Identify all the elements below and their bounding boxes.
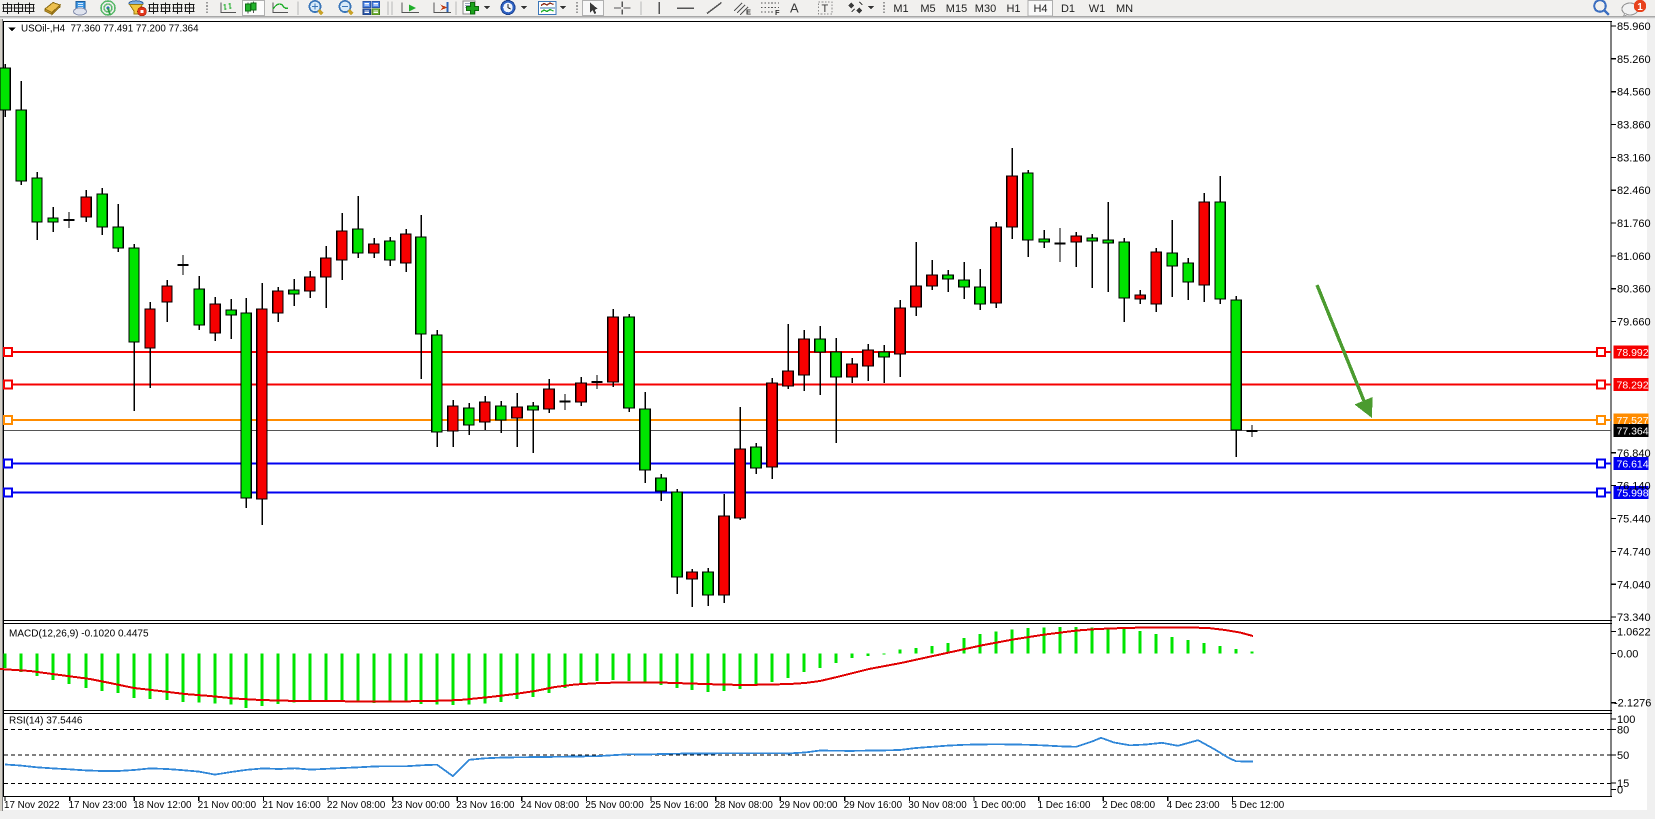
svg-text:75.440: 75.440 bbox=[1617, 514, 1651, 526]
svg-text:M1: M1 bbox=[893, 3, 908, 15]
svg-text:24 Nov 08:00: 24 Nov 08:00 bbox=[521, 800, 580, 811]
svg-text:28 Nov 08:00: 28 Nov 08:00 bbox=[715, 800, 774, 811]
svg-text:76.614: 76.614 bbox=[1617, 459, 1649, 471]
svg-text:-2.1276: -2.1276 bbox=[1614, 698, 1651, 710]
svg-text:4 Dec 23:00: 4 Dec 23:00 bbox=[1167, 800, 1220, 811]
svg-text:80: 80 bbox=[1617, 725, 1629, 737]
svg-text:80.360: 80.360 bbox=[1617, 284, 1651, 296]
svg-text:76.140: 76.140 bbox=[1617, 481, 1651, 493]
svg-text:M5: M5 bbox=[920, 3, 935, 15]
svg-text:E: E bbox=[746, 8, 751, 17]
svg-text:84.560: 84.560 bbox=[1617, 87, 1651, 99]
svg-text:74.040: 74.040 bbox=[1617, 579, 1651, 591]
svg-text:23 Nov 16:00: 23 Nov 16:00 bbox=[456, 800, 515, 811]
svg-text:21 Nov 16:00: 21 Nov 16:00 bbox=[262, 800, 321, 811]
svg-text:75.998: 75.998 bbox=[1617, 488, 1649, 500]
svg-text:77.364: 77.364 bbox=[1617, 426, 1649, 438]
svg-text:77.527: 77.527 bbox=[1617, 415, 1649, 427]
svg-text:76.840: 76.840 bbox=[1617, 448, 1651, 460]
svg-text:25 Nov 16:00: 25 Nov 16:00 bbox=[650, 800, 709, 811]
svg-text:78.992: 78.992 bbox=[1617, 347, 1649, 359]
svg-text:17 Nov 23:00: 17 Nov 23:00 bbox=[69, 800, 128, 811]
svg-text:0: 0 bbox=[1617, 785, 1623, 797]
svg-text:83.860: 83.860 bbox=[1617, 120, 1651, 132]
svg-text:73.340: 73.340 bbox=[1617, 612, 1651, 624]
svg-text:1: 1 bbox=[1637, 2, 1643, 13]
svg-text:21 Nov 00:00: 21 Nov 00:00 bbox=[198, 800, 257, 811]
svg-text:1 Dec 00:00: 1 Dec 00:00 bbox=[973, 800, 1026, 811]
svg-text:22 Nov 08:00: 22 Nov 08:00 bbox=[327, 800, 386, 811]
svg-text:1.0622: 1.0622 bbox=[1617, 627, 1651, 639]
svg-text:18 Nov 12:00: 18 Nov 12:00 bbox=[133, 800, 192, 811]
svg-text:2 Dec 08:00: 2 Dec 08:00 bbox=[1102, 800, 1155, 811]
svg-text:RSI(14) 37.5446: RSI(14) 37.5446 bbox=[9, 716, 83, 727]
svg-text:W1: W1 bbox=[1089, 3, 1106, 15]
svg-text:MN: MN bbox=[1116, 3, 1133, 15]
svg-text:F: F bbox=[775, 8, 780, 17]
svg-text:5 Dec 12:00: 5 Dec 12:00 bbox=[1231, 800, 1284, 811]
svg-text:H4: H4 bbox=[1033, 3, 1047, 15]
svg-text:100: 100 bbox=[1617, 714, 1635, 726]
svg-text:A: A bbox=[790, 1, 799, 16]
svg-text:USOil-,H4 77.360 77.491 77.20: USOil-,H4 77.360 77.491 77.200 77.364 bbox=[21, 24, 199, 35]
svg-text:M30: M30 bbox=[975, 3, 996, 15]
svg-text:M15: M15 bbox=[946, 3, 967, 15]
svg-text:MACD(12,26,9) -0.1020 0.4475: MACD(12,26,9) -0.1020 0.4475 bbox=[9, 629, 149, 640]
svg-text:50: 50 bbox=[1617, 750, 1629, 762]
svg-text:79.660: 79.660 bbox=[1617, 317, 1651, 329]
svg-text:30 Nov 08:00: 30 Nov 08:00 bbox=[908, 800, 967, 811]
svg-text:17 Nov 2022: 17 Nov 2022 bbox=[4, 800, 60, 811]
svg-text:83.160: 83.160 bbox=[1617, 152, 1651, 164]
svg-text:81.760: 81.760 bbox=[1617, 218, 1651, 230]
svg-text:H1: H1 bbox=[1006, 3, 1020, 15]
svg-text:85.260: 85.260 bbox=[1617, 54, 1651, 66]
svg-text:81.060: 81.060 bbox=[1617, 251, 1651, 263]
svg-text:D1: D1 bbox=[1061, 3, 1075, 15]
svg-text:23 Nov 00:00: 23 Nov 00:00 bbox=[392, 800, 451, 811]
svg-text:74.740: 74.740 bbox=[1617, 546, 1651, 558]
svg-text:25 Nov 00:00: 25 Nov 00:00 bbox=[585, 800, 644, 811]
svg-text:1 Dec 16:00: 1 Dec 16:00 bbox=[1038, 800, 1091, 811]
svg-text:T: T bbox=[822, 3, 829, 15]
svg-text:0.00: 0.00 bbox=[1617, 649, 1638, 661]
svg-text:82.460: 82.460 bbox=[1617, 185, 1651, 197]
svg-text:85.960: 85.960 bbox=[1617, 21, 1651, 33]
svg-text:15: 15 bbox=[1617, 778, 1629, 790]
svg-text:78.292: 78.292 bbox=[1617, 380, 1649, 392]
svg-text:29 Nov 00:00: 29 Nov 00:00 bbox=[779, 800, 838, 811]
svg-text:29 Nov 16:00: 29 Nov 16:00 bbox=[844, 800, 903, 811]
